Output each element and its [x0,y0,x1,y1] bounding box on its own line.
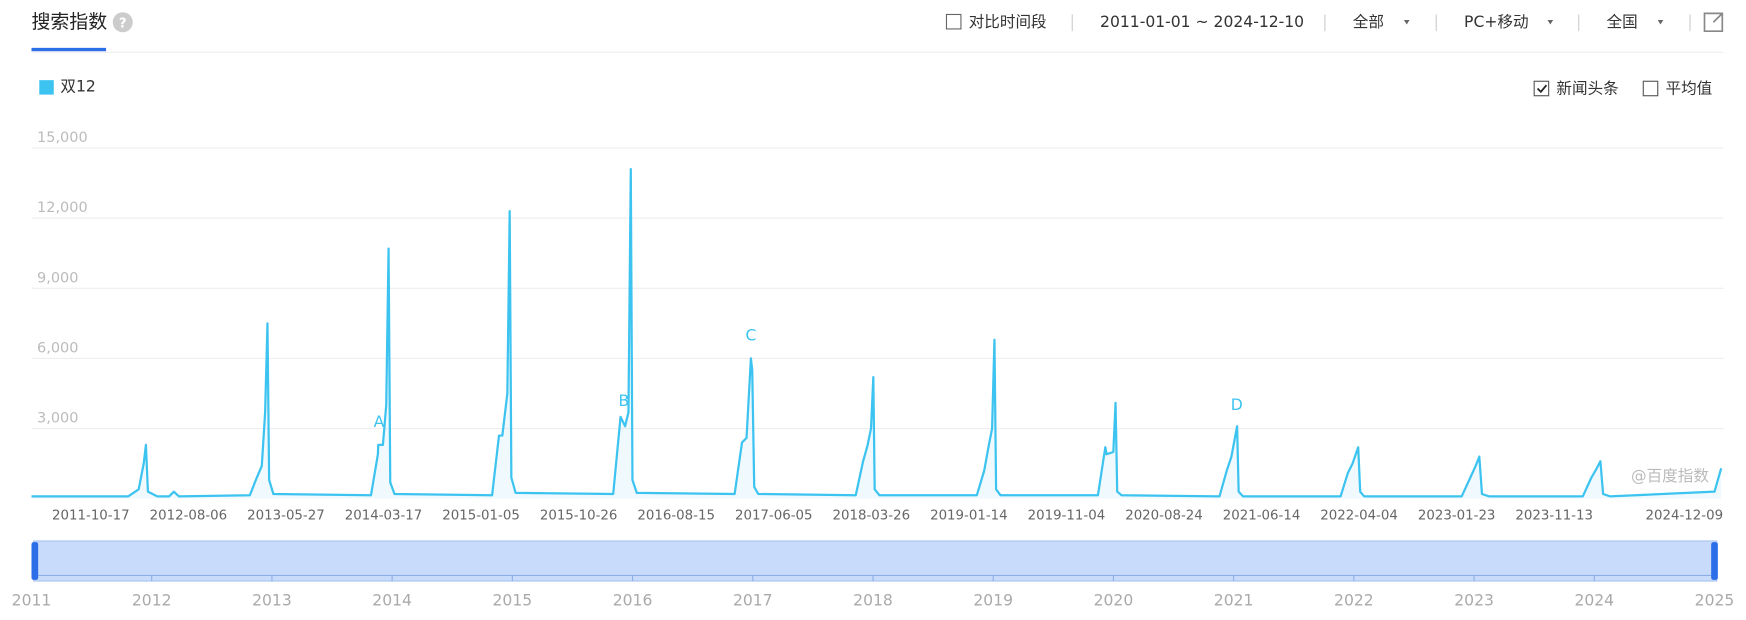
x-tick-label: 2017-06-05 [735,508,813,523]
x-tick-label: 2019-11-04 [1028,508,1106,523]
navigator-year: 2016 [613,592,653,610]
x-tick-label: 2022-04-04 [1320,508,1398,523]
x-tick-label: 2013-05-27 [247,508,325,523]
navigator-year: 2017 [733,592,773,610]
device-filter[interactable]: PC+移动 [1464,13,1528,31]
navigator-year: 2013 [252,592,292,610]
x-tick-label: 2014-03-17 [345,508,423,523]
x-tick-label: 2023-11-13 [1515,508,1593,523]
compare-checkbox[interactable] [945,13,962,30]
navigator-year: 2018 [853,592,893,610]
x-tick-label: 2018-03-26 [833,508,911,523]
x-tick-label: 2020-08-24 [1125,508,1203,523]
navigator-year: 2011 [12,592,52,610]
x-tick-label: 2021-06-14 [1223,508,1301,523]
x-tick-label: 2024-12-09 [1646,508,1724,523]
y-tick-label: 3,000 [37,411,78,427]
x-tick-label: 2015-01-05 [442,508,520,523]
source-filter[interactable]: 全部 [1353,13,1384,31]
tab-underline [31,47,107,52]
x-tick-label: 2023-01-23 [1418,508,1496,523]
dropdown-arrow[interactable] [1403,20,1410,25]
x-tick-label: 2019-01-14 [930,508,1008,523]
x-tick-label: 2016-08-15 [637,508,715,523]
option-checkbox[interactable] [1533,80,1550,97]
y-tick-label: 15,000 [37,130,88,146]
compare-label[interactable]: 对比时间段 [969,13,1047,31]
news-marker[interactable]: B [618,392,629,410]
navigator-year: 2019 [973,592,1013,610]
dropdown-arrow[interactable] [1547,20,1554,25]
series-line [31,167,1723,498]
y-tick-label: 12,000 [37,200,88,216]
navigator-handle[interactable] [31,542,39,580]
help-icon[interactable] [112,12,133,33]
navigator-year: 2012 [132,592,172,610]
x-tick-label: 2015-10-26 [540,508,618,523]
navigator-year: 2024 [1574,592,1614,610]
help-mark[interactable]: ? [119,16,127,31]
panel-title: 搜索指数 [31,11,107,33]
legend-label: 双12 [60,77,95,95]
export-icon[interactable] [1703,12,1724,33]
checkmark[interactable] [1536,84,1548,94]
navigator-year: 2020 [1094,592,1134,610]
news-marker[interactable]: D [1231,396,1243,414]
news-marker[interactable]: A [374,413,385,431]
navigator-year: 2015 [493,592,533,610]
news-marker[interactable]: C [745,327,756,345]
x-tick-label: 2011-10-17 [52,508,130,523]
navigator-handle[interactable] [1711,542,1718,580]
region-filter[interactable]: 全国 [1607,13,1638,31]
navigator-year: 2025 [1695,592,1735,610]
navigator-year: 2021 [1214,592,1254,610]
y-tick-label: 9,000 [37,270,78,286]
legend-swatch [39,80,54,95]
watermark: @百度指数 [1631,467,1709,485]
navigator-year: 2023 [1454,592,1494,610]
x-tick-label: 2012-08-06 [150,508,228,523]
option-label[interactable]: 平均值 [1666,80,1713,98]
y-tick-label: 6,000 [37,340,78,356]
option-label[interactable]: 新闻头条 [1556,80,1619,98]
dropdown-arrow[interactable] [1657,20,1664,25]
option-checkbox[interactable] [1642,80,1659,97]
navigator-year: 2014 [372,592,412,610]
date-range[interactable]: 2011-01-01 ~ 2024-12-10 [1100,13,1304,31]
navigator-year: 2022 [1334,592,1374,610]
